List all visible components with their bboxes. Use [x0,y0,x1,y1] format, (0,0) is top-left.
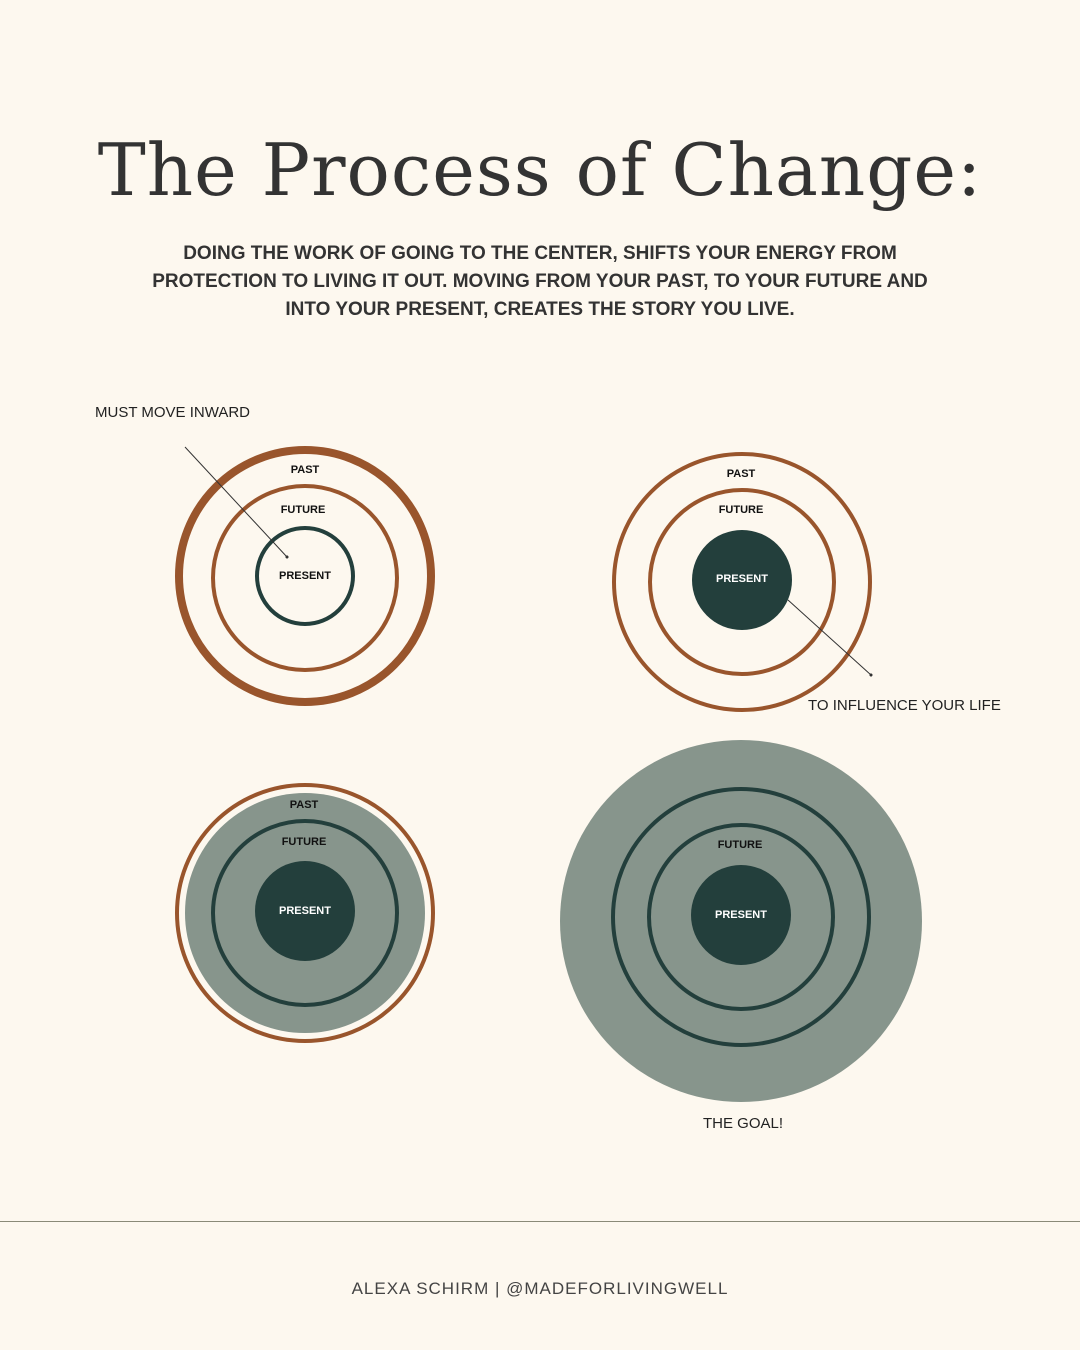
must-move-inward-note: MUST MOVE INWARD [95,404,250,421]
future-ring [211,484,399,672]
diagram-1: PAST FUTURE PRESENT MUST MOVE INWARD [95,404,435,706]
past-ring [175,446,435,706]
future-ring [647,823,835,1011]
future-ring [211,819,399,1007]
present-label: PRESENT [716,573,768,585]
change-diagrams: PAST FUTURE PRESENT MUST MOVE INWARD PAS… [95,404,1001,1132]
present-label: PRESENT [279,570,331,582]
diagram-3: PAST FUTURE PRESENT [175,783,435,1043]
future-label: FUTURE [282,836,327,848]
page-subtitle: DOING THE WORK OF GOING TO THE CENTER, S… [152,243,928,320]
influence-note: TO INFLUENCE YOUR LIFE [808,697,1001,714]
past-label: PAST [290,799,319,811]
footer-credit: ALEXA SCHIRM | @MADEFORLIVINGWELL [351,1279,729,1298]
present-fill [691,865,791,965]
inward-arrow [184,446,289,559]
future-ring [648,488,836,676]
present-fill [692,530,792,630]
future-label: FUTURE [281,504,326,516]
present-label: PRESENT [279,905,331,917]
past-ring [612,452,872,712]
past-ring [175,783,435,1043]
present-fill [255,861,355,961]
future-label: FUTURE [719,504,764,516]
page-title: The Process of Change: [97,128,983,212]
present-ring [255,526,355,626]
footer-divider [0,1221,1080,1222]
present-label: PRESENT [715,909,767,921]
future-label: FUTURE [718,839,763,851]
past-label: PAST [291,464,320,476]
past-label: PAST [727,468,756,480]
outward-arrow [787,599,873,677]
outer-ring [611,787,871,1047]
diagram-4: FUTURE PRESENT THE GOAL! [560,740,922,1132]
diagram-2: PAST FUTURE PRESENT TO INFLUENCE YOUR LI… [612,452,1001,714]
goal-note: THE GOAL! [703,1115,783,1132]
